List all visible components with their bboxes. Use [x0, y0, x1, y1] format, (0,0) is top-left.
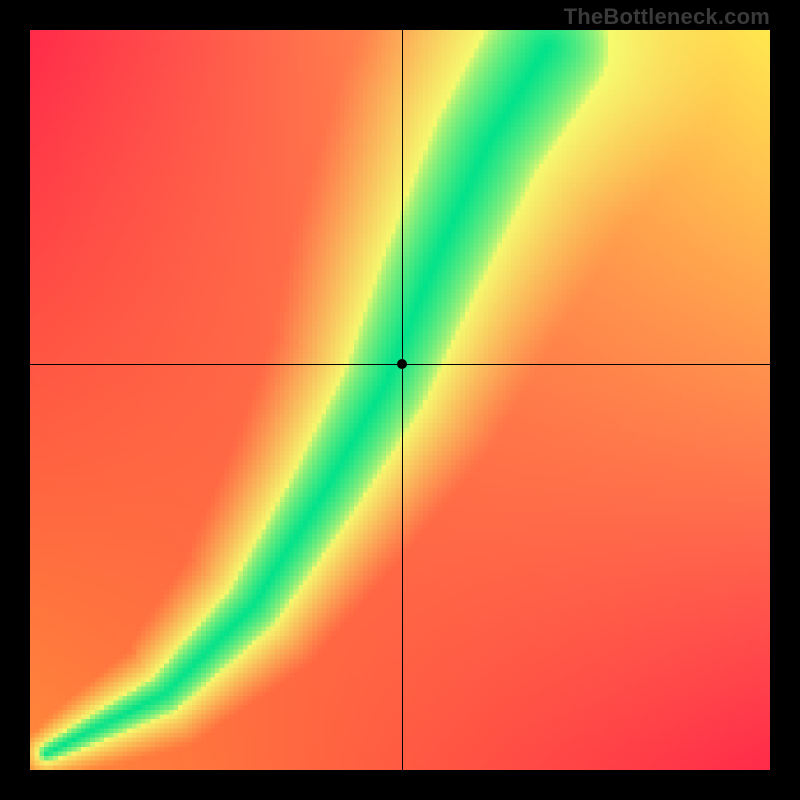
bottleneck-heatmap	[30, 30, 770, 770]
chart-container: TheBottleneck.com	[0, 0, 800, 800]
watermark-text: TheBottleneck.com	[564, 4, 770, 30]
selection-marker	[397, 359, 407, 369]
crosshair-vertical	[402, 30, 403, 770]
